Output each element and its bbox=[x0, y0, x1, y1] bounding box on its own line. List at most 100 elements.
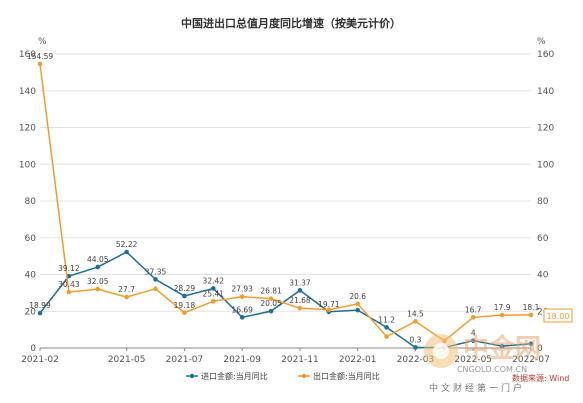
data-point-0 bbox=[37, 310, 43, 316]
y-tick-label-right: 140 bbox=[537, 87, 554, 97]
data-label-0: 31.37 bbox=[289, 278, 311, 287]
y-tick-label-right: 40 bbox=[537, 271, 549, 281]
y-tick-label-right: 0 bbox=[537, 344, 543, 354]
legend: 进口金额:当月同比 出口金额:当月同比 bbox=[186, 371, 380, 381]
data-label-1: 20.6 bbox=[349, 292, 366, 301]
data-label-0: 28.29 bbox=[174, 284, 196, 293]
x-tick-label: 2021-05 bbox=[108, 355, 146, 365]
data-point-0 bbox=[182, 293, 187, 299]
watermark-brand: 中金网 bbox=[463, 333, 541, 364]
data-label-1: 26.81 bbox=[260, 287, 282, 296]
data-label-1: 32.05 bbox=[87, 277, 109, 286]
data-point-0 bbox=[124, 249, 129, 255]
data-point-0 bbox=[95, 264, 101, 270]
y-tick-label-left: 60 bbox=[25, 234, 37, 244]
data-label-1: 27.7 bbox=[118, 285, 135, 294]
chart-title: 中国进出口总值月度同比增速（按美元计价） bbox=[181, 16, 401, 30]
data-label-0: 18.99 bbox=[29, 301, 51, 310]
data-label-1: 21.68 bbox=[289, 296, 311, 305]
y-tick-label-right: 160 bbox=[537, 50, 554, 60]
data-point-0 bbox=[499, 343, 505, 349]
legend-label-import: 进口金额:当月同比 bbox=[201, 371, 268, 381]
data-point-1 bbox=[413, 319, 418, 324]
data-label-0: 4 bbox=[471, 329, 476, 338]
data-point-0 bbox=[528, 341, 534, 347]
x-tick-label: 2022-07 bbox=[512, 355, 550, 365]
x-tick-label: 2022-05 bbox=[454, 355, 492, 365]
y-tick-label-right: 60 bbox=[537, 234, 549, 244]
data-point-0 bbox=[413, 345, 418, 350]
data-label-1: 25.41 bbox=[203, 289, 225, 298]
y-tick-label-right: 100 bbox=[537, 160, 554, 170]
data-label-0: 0.3 bbox=[410, 335, 422, 344]
data-point-0 bbox=[384, 325, 389, 330]
end-value-label: 18.00 bbox=[543, 308, 573, 323]
data-point-0 bbox=[210, 286, 216, 291]
data-point-0 bbox=[297, 288, 303, 293]
data-label-0: 16.69 bbox=[231, 305, 253, 314]
y-tick-label-right: 20 bbox=[537, 307, 549, 317]
series-line-1 bbox=[39, 63, 532, 342]
data-point-1 bbox=[355, 301, 361, 307]
data-source: 数据来源: Wind bbox=[512, 373, 569, 383]
watermark-url: CNGOLD.COM.CN bbox=[457, 365, 527, 374]
series-line-0 bbox=[39, 251, 532, 349]
x-tick-label: 2021-11 bbox=[281, 355, 319, 365]
data-point-1 bbox=[499, 312, 505, 318]
data-label-1: 16.7 bbox=[465, 305, 482, 314]
y-tick-label-left: 140 bbox=[19, 87, 36, 97]
legend-label-export: 出口金额:当月同比 bbox=[313, 371, 380, 381]
series-layer bbox=[37, 61, 534, 350]
data-label-1: 27.93 bbox=[231, 285, 253, 294]
watermark: 中金网 CNGOLD.COM.CN 中文财经第一门户 数据来源: Wind bbox=[424, 333, 569, 394]
watermark-slogan: 中文财经第一门户 bbox=[429, 382, 525, 394]
data-label-1: 30.43 bbox=[58, 280, 80, 289]
data-label-0: 37.35 bbox=[145, 267, 167, 276]
data-point-1 bbox=[470, 315, 476, 320]
data-label-0: 11.2 bbox=[378, 315, 395, 324]
data-point-1 bbox=[182, 310, 187, 316]
y-tick-label-left: 0 bbox=[30, 344, 36, 354]
data-label-1: 14.5 bbox=[407, 309, 424, 318]
data-point-1 bbox=[528, 312, 534, 318]
data-point-1 bbox=[384, 334, 389, 339]
data-point-1 bbox=[153, 286, 158, 292]
data-label-0: 32.42 bbox=[203, 276, 225, 285]
y-tick-label-left: 20 bbox=[25, 307, 37, 317]
data-label-0: 20.05 bbox=[260, 299, 282, 308]
data-point-1 bbox=[268, 296, 274, 302]
data-point-0 bbox=[239, 315, 245, 320]
x-tick-label: 2021-07 bbox=[166, 355, 204, 365]
data-point-1 bbox=[210, 299, 216, 304]
data-point-1 bbox=[297, 305, 303, 311]
end-value-text: 18.00 bbox=[547, 312, 570, 321]
y-tick-label-left: 100 bbox=[19, 160, 36, 170]
data-label-1: 17.9 bbox=[494, 303, 511, 312]
y-tick-label-left: 120 bbox=[19, 124, 36, 134]
legend-marker-export bbox=[301, 373, 307, 379]
right-axis-unit: % bbox=[537, 37, 546, 47]
data-labels: 18.99 39.12 44.05 52.22 37.35 28.29 32.42 16.69… bbox=[27, 52, 540, 345]
x-tick-label: 2021-02 bbox=[21, 355, 59, 365]
data-point-1 bbox=[239, 294, 245, 299]
data-point-1 bbox=[95, 286, 101, 292]
y-tick-label-right: 120 bbox=[537, 124, 554, 134]
y-tick-label-left: 40 bbox=[25, 271, 37, 281]
data-label-1: 18.1 bbox=[523, 303, 540, 312]
y-tick-label-left: 160 bbox=[19, 50, 36, 60]
legend-marker-import bbox=[189, 373, 195, 379]
data-label-0: 19.71 bbox=[318, 300, 340, 309]
data-point-1 bbox=[124, 294, 129, 300]
data-point-0 bbox=[268, 308, 274, 314]
y-tick-label-left: 80 bbox=[25, 197, 37, 207]
data-point-0 bbox=[153, 277, 158, 282]
data-label-0: 52.22 bbox=[116, 240, 138, 249]
x-tick-label: 2022-01 bbox=[339, 355, 377, 365]
left-axis-unit: % bbox=[38, 37, 47, 47]
data-label-1: 154.59 bbox=[27, 52, 53, 61]
x-tick-label: 2022-03 bbox=[397, 355, 435, 365]
data-point-1 bbox=[326, 307, 332, 313]
x-tick-label: 2021-09 bbox=[223, 355, 261, 365]
